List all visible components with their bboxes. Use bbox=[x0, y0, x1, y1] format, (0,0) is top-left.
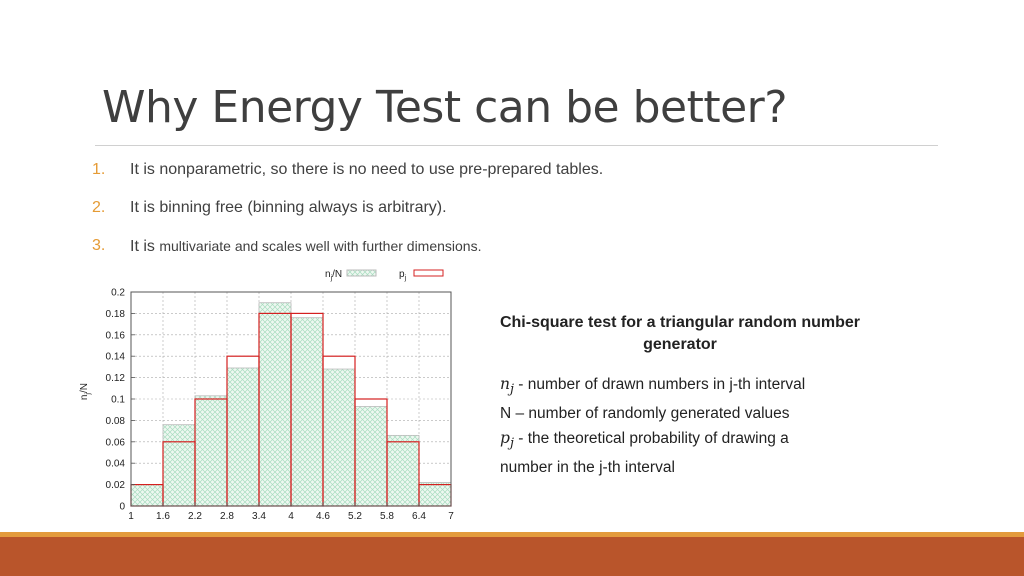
y-tick-label: 0.2 bbox=[111, 288, 125, 299]
chart-legend: nj/N pj bbox=[325, 269, 444, 282]
y-axis-label: nj/N bbox=[79, 383, 92, 400]
histogram-bar bbox=[130, 484, 164, 507]
symbol-definitions: nj - number of drawn numbers in j-th int… bbox=[500, 372, 900, 480]
bullet-text-small: multivariate and scales well with furthe… bbox=[159, 238, 482, 254]
x-tick-label: 6.4 bbox=[412, 511, 426, 522]
legend-label: nj/N bbox=[325, 269, 342, 282]
histogram-bar bbox=[226, 367, 260, 507]
definition-text: number in the j-th interval bbox=[500, 459, 675, 477]
y-tick-label: 0.02 bbox=[106, 480, 126, 491]
histogram-bar bbox=[322, 368, 356, 507]
bars-group bbox=[130, 302, 452, 507]
bullet-text: It is bbox=[130, 238, 155, 255]
bullet-number: 3. bbox=[92, 237, 106, 254]
footer-accent-line bbox=[0, 532, 1024, 537]
histogram-bar bbox=[418, 482, 452, 507]
definition-line: nj - number of drawn numbers in j-th int… bbox=[500, 372, 900, 402]
legend-swatch bbox=[346, 269, 377, 277]
y-tick-label: 0 bbox=[119, 502, 125, 513]
x-tick-label: 2.2 bbox=[188, 511, 202, 522]
x-tick-label: 3.4 bbox=[252, 511, 266, 522]
x-tick-label: 7 bbox=[448, 511, 454, 522]
y-tick-label: 0.16 bbox=[106, 330, 126, 341]
y-tick-label: 0.18 bbox=[106, 309, 126, 320]
symbol-sub: j bbox=[509, 436, 514, 452]
definition-text: N – number of randomly generated values bbox=[500, 405, 790, 423]
bullet-text: It is nonparametric, so there is no need… bbox=[130, 161, 604, 178]
symbol: n bbox=[500, 375, 510, 393]
histogram-bar bbox=[162, 424, 196, 507]
bullet-text-group: It is multivariate and scales well with … bbox=[130, 234, 481, 259]
y-tick-label: 0.04 bbox=[106, 459, 126, 470]
footer-bar bbox=[0, 537, 1024, 576]
definition-text: - the theoretical probability of drawing… bbox=[513, 430, 789, 448]
bullet-number: 1. bbox=[92, 161, 106, 178]
x-tick-label: 5.8 bbox=[380, 511, 394, 522]
histogram-bar bbox=[354, 406, 388, 507]
histogram-bar bbox=[386, 434, 420, 507]
x-tick-label: 4 bbox=[288, 511, 294, 522]
bullet-text: It is binning free (binning always is ar… bbox=[130, 199, 447, 216]
histogram-chart: 1 1.6 2.2 2.8 3.4 4 4.6 5.2 5.8 6.4 7 0 0.02 0.04 0.06… bbox=[79, 269, 454, 543]
histogram-bar bbox=[258, 302, 292, 507]
x-tick-label: 5.2 bbox=[348, 511, 362, 522]
x-tick-label: 1.6 bbox=[156, 511, 170, 522]
y-tick-label: 0.06 bbox=[106, 437, 126, 448]
y-tick-label: 0.12 bbox=[106, 373, 126, 384]
x-tick-label: 4.6 bbox=[316, 511, 330, 522]
histogram-bar bbox=[194, 395, 228, 507]
legend-swatch bbox=[413, 269, 444, 277]
histogram-bar bbox=[290, 317, 324, 507]
x-tick-label: 1 bbox=[128, 511, 134, 522]
symbol: p bbox=[500, 429, 510, 448]
definition-line: N – number of randomly generated values bbox=[500, 402, 900, 426]
x-tick-label: 2.8 bbox=[220, 511, 234, 522]
axis-ticks bbox=[130, 291, 452, 507]
definition-line: pj - the theoretical probability of draw… bbox=[500, 426, 900, 456]
bullet-number: 2. bbox=[92, 199, 106, 216]
definition-line: number in the j-th interval bbox=[500, 456, 900, 480]
symbol-sub: j bbox=[509, 382, 514, 398]
axis-labels: 1 1.6 2.2 2.8 3.4 4 4.6 5.2 5.8 6.4 7 0 0.02 0.04 0.06… bbox=[79, 288, 454, 543]
legend-label: pj bbox=[399, 269, 407, 282]
slide-title: Why Energy Test can be better? bbox=[102, 82, 788, 133]
y-tick-label: 0.08 bbox=[106, 416, 126, 427]
title-divider bbox=[95, 145, 938, 146]
y-tick-label: 0.14 bbox=[106, 352, 126, 363]
y-tick-label: 0.1 bbox=[111, 395, 125, 406]
chart-description-heading: Chi-square test for a triangular random … bbox=[499, 314, 861, 353]
definition-text: - number of drawn numbers in j-th interv… bbox=[514, 376, 806, 393]
